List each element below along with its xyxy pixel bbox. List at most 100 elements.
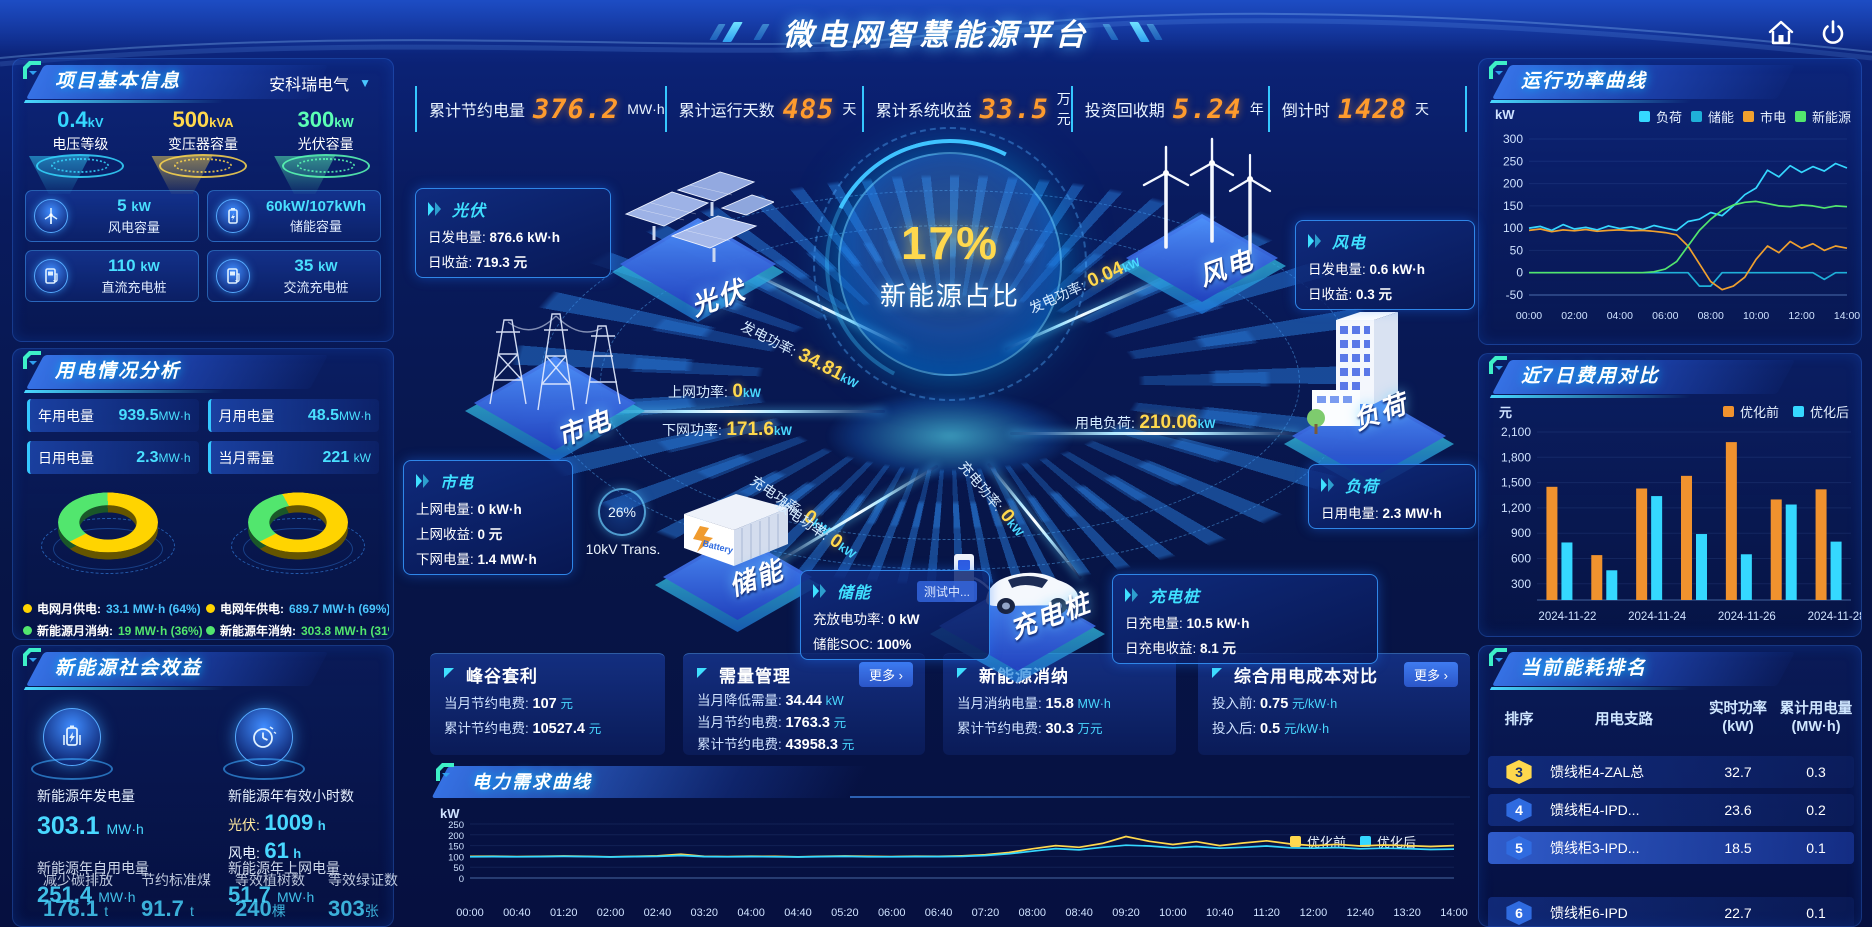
card-label: 储能容量	[289, 218, 342, 234]
card-storage-capacity: 60kW/107kWh 储能容量	[207, 190, 381, 242]
stat-unit: MW·h	[339, 408, 371, 423]
infobox-pv: 光伏 日发电量: 876.6 kW·h 日收益: 719.3 元	[415, 188, 611, 278]
svg-text:2024-11-26: 2024-11-26	[1718, 611, 1776, 623]
stat-transformer-capacity: 500kVA 变压器容量	[144, 107, 262, 194]
svg-text:02:00: 02:00	[1561, 310, 1587, 322]
pv-hours-label: 光伏:	[228, 817, 260, 833]
stat-label: 变压器容量	[167, 136, 238, 152]
card-value: 5	[117, 196, 127, 215]
svg-text:900: 900	[1511, 526, 1531, 540]
battery-container-icon: Battery	[684, 494, 788, 566]
svg-text:0: 0	[1516, 266, 1523, 280]
svg-text:-50: -50	[1506, 288, 1524, 302]
card-value: 35	[294, 256, 314, 275]
double-chevron-icon	[1321, 478, 1334, 492]
svg-text:2,100: 2,100	[1501, 425, 1531, 439]
ranking-row-6[interactable]: 6 馈线柜6-IPD 22.7 0.1	[1488, 897, 1854, 927]
card-corner-icon	[444, 667, 454, 678]
home-icon[interactable]	[1766, 18, 1796, 48]
svg-text:00:00: 00:00	[1516, 310, 1542, 322]
stat-voltage-level: 0.4kV 电压等级	[21, 107, 139, 194]
card-cost-comparison: 综合用电成本对比 更多 › 投入前: 0.75 元/kW·h 投入后: 0.5 …	[1198, 653, 1470, 755]
pv-hours-value: 1009	[264, 810, 314, 835]
renewable-share-value: 17%	[900, 216, 1000, 269]
demand-yaxis-unit: kW	[440, 806, 460, 821]
kpi-unit: MW·h	[627, 101, 665, 117]
svg-text:08:00: 08:00	[1698, 310, 1724, 322]
svg-text:1,500: 1,500	[1501, 476, 1531, 490]
stat-unit: MW·h	[106, 821, 144, 837]
corner-icon	[1489, 61, 1507, 84]
svg-text:100: 100	[448, 852, 464, 863]
beam-grid-to-center	[575, 410, 885, 413]
total-energy: 0.1	[1806, 840, 1826, 856]
company-select[interactable]: 安科瑞电气 ▼	[269, 71, 371, 95]
realtime-power: 22.7	[1724, 905, 1752, 921]
card-ac-charger: 35 kW 交流充电桩	[207, 250, 381, 302]
card-dc-charger: 110 kW 直流充电桩	[25, 250, 199, 302]
kpi-unit: 年	[1249, 101, 1264, 117]
legend-grid[interactable]: 市电	[1742, 107, 1786, 126]
company-select-value: 安科瑞电气	[269, 77, 350, 94]
panel-social-benefit: 新能源社会效益 新能源年发电量 303.1 MW·h 新能源年有效小时数 光伏:…	[12, 645, 398, 927]
svg-text:1,800: 1,800	[1501, 450, 1531, 464]
card-unit: kW	[131, 199, 151, 214]
kpi-bar: 累计节约电量 376.2 MW·h 累计运行天数 485 天 累计系统收益 33…	[415, 86, 1467, 132]
infobox-grid: 市电 上网电量: 0 kW·h 上网收益: 0 元 下网电量: 1.4 MW·h	[403, 460, 573, 575]
card-corner-icon	[957, 667, 967, 678]
double-chevron-icon	[416, 474, 429, 488]
legend-after-optimization[interactable]: 优化后	[1792, 402, 1849, 421]
power-towers-icon	[489, 313, 621, 411]
transformer-label: 10kV Trans.	[585, 541, 661, 557]
svg-text:2024-11-28: 2024-11-28	[1808, 611, 1861, 623]
kpi-total-saved-energy: 累计节约电量 376.2 MW·h	[415, 86, 665, 132]
total-energy: 0.2	[1806, 802, 1826, 818]
legend-renewable[interactable]: 新能源	[1794, 107, 1851, 126]
column-branch: 用电支路	[1595, 711, 1653, 728]
more-button[interactable]: 更多 ›	[1404, 662, 1458, 687]
legend-grid-year: 电网年供电: 689.7 MW·h (69%)	[206, 600, 389, 617]
title-slash-decoration-left	[709, 22, 770, 42]
legend-before-optimization[interactable]: 优化前	[1722, 402, 1779, 421]
legend-load[interactable]: 负荷	[1638, 107, 1682, 126]
panel-cost-compare: 近7日费用对比 元 优化前 优化后 2,100 1,800 1,500 1,200 90…	[1478, 353, 1862, 637]
chevron-down-icon: ▼	[359, 76, 371, 90]
sphere-pedestal-glow	[828, 392, 1072, 480]
card-label: 交流充电桩	[283, 280, 349, 295]
more-button[interactable]: 更多 ›	[859, 662, 913, 687]
corner-icon	[23, 351, 41, 374]
legend-renew-year: 新能源年消纳:303.8 MW·h (31%)	[206, 622, 389, 639]
stat-self-use: 新能源年自用电量 251.4 MW·h	[37, 860, 149, 907]
legend-storage[interactable]: 储能	[1690, 107, 1734, 126]
svg-text:12:40: 12:40	[1347, 907, 1375, 919]
wind-turbine-icon	[34, 199, 68, 233]
kpi-value: 485	[782, 93, 835, 125]
card-value: 60kW/107kWh	[265, 197, 367, 215]
stat-unit: kVA	[209, 115, 234, 130]
ranking-row-4[interactable]: 4 馈线柜4-IPD... 23.6 0.2	[1488, 794, 1854, 826]
ranking-row-3[interactable]: 3 馈线柜4-ZAL总 32.7 0.3	[1488, 756, 1854, 788]
column-energy: 累计用电量 (MW·h)	[1779, 701, 1853, 736]
column-rank: 排序	[1504, 711, 1534, 728]
power-icon[interactable]	[1818, 18, 1848, 48]
svg-text:14:00: 14:00	[1834, 310, 1860, 322]
ranking-row-5[interactable]: 5 馈线柜3-IPD... 18.5 0.1	[1488, 832, 1854, 864]
card-wind-capacity: 5 kW 风电容量	[25, 190, 199, 242]
stat-month-usage: 月用电量 48.5MW·h	[207, 399, 379, 432]
realtime-power: 23.6	[1724, 802, 1752, 818]
kpi-total-income: 累计系统收益 33.5 万元	[861, 86, 1071, 132]
svg-text:03:20: 03:20	[691, 907, 719, 919]
testing-status-badge[interactable]: 测试中...	[916, 580, 977, 602]
stat-label: 月用电量	[218, 407, 275, 424]
svg-text:13:20: 13:20	[1393, 907, 1421, 919]
realtime-power: 32.7	[1724, 764, 1752, 780]
stat-unit: kV	[87, 115, 104, 130]
renewable-share-label: 新能源占比	[879, 280, 1020, 311]
double-chevron-icon	[428, 202, 441, 216]
svg-text:1,200: 1,200	[1501, 501, 1531, 515]
svg-text:200: 200	[448, 831, 464, 842]
card-label: 直流充电桩	[101, 280, 167, 295]
kpi-payback-period: 投资回收期 5.24 年	[1070, 86, 1268, 132]
kpi-label: 累计节约电量	[429, 103, 526, 120]
